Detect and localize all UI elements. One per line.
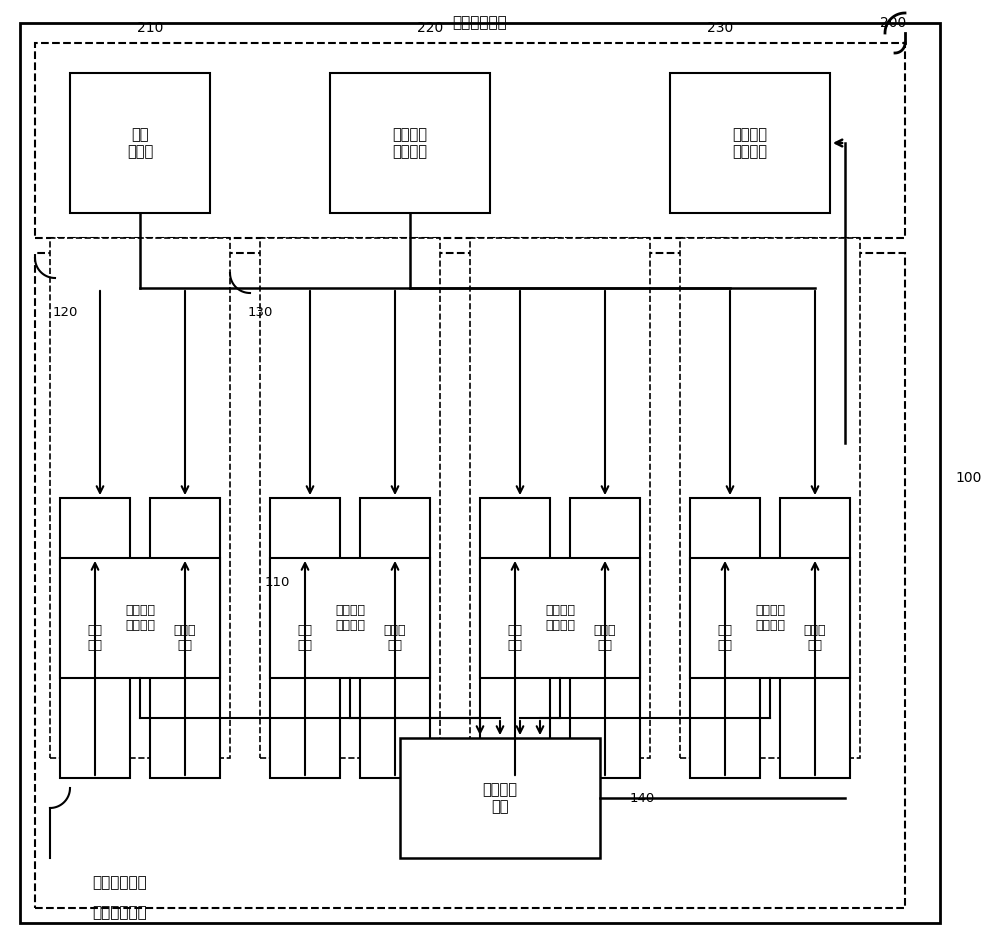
Bar: [480, 558, 640, 678]
Bar: [330, 73, 490, 213]
Text: 一维卷积
计算单元: 一维卷积 计算单元: [335, 604, 365, 632]
Bar: [780, 498, 850, 778]
Text: 120: 120: [52, 307, 78, 320]
Text: 一维卷积
计算单元: 一维卷积 计算单元: [545, 604, 575, 632]
Bar: [270, 498, 340, 778]
Text: 210: 210: [137, 21, 163, 35]
Text: 230: 230: [707, 21, 733, 35]
Text: 一维卷积
计算单元: 一维卷积 计算单元: [755, 604, 785, 632]
Text: 200: 200: [880, 16, 906, 30]
Text: 加速装置模块: 加速装置模块: [93, 905, 147, 920]
Bar: [260, 238, 440, 758]
Text: 权重
缓冲: 权重 缓冲: [88, 624, 103, 652]
Bar: [150, 498, 220, 778]
Text: 输出特征
图存储区: 输出特征 图存储区: [732, 127, 768, 159]
Text: 特征图
缓冲: 特征图 缓冲: [384, 624, 406, 652]
Text: 权重
缓冲: 权重 缓冲: [508, 624, 522, 652]
Bar: [60, 498, 130, 778]
Text: 特征图
缓冲: 特征图 缓冲: [804, 624, 826, 652]
Bar: [480, 498, 550, 778]
Bar: [70, 73, 210, 213]
Text: 140: 140: [630, 792, 655, 805]
Bar: [35, 43, 905, 238]
Text: 输入特征
图存储区: 输入特征 图存储区: [392, 127, 428, 159]
Bar: [35, 253, 905, 908]
Bar: [50, 238, 230, 758]
Text: 130: 130: [247, 307, 273, 320]
Bar: [400, 738, 600, 858]
Bar: [670, 73, 830, 213]
Text: 100: 100: [955, 471, 981, 485]
Bar: [690, 558, 850, 678]
Text: 权重
存储区: 权重 存储区: [127, 127, 153, 159]
Text: 权重
缓冲: 权重 缓冲: [298, 624, 312, 652]
Text: 缓冲计算单元: 缓冲计算单元: [93, 875, 147, 890]
Text: 一维卷积
计算单元: 一维卷积 计算单元: [125, 604, 155, 632]
Text: 外部存储模块: 外部存储模块: [453, 16, 507, 31]
Text: 110: 110: [265, 577, 290, 589]
Text: 权重
缓冲: 权重 缓冲: [718, 624, 732, 652]
Text: 复数计算
单元: 复数计算 单元: [482, 781, 518, 814]
Text: 特征图
缓冲: 特征图 缓冲: [174, 624, 196, 652]
Bar: [680, 238, 860, 758]
Text: 特征图
缓冲: 特征图 缓冲: [594, 624, 616, 652]
Bar: [570, 498, 640, 778]
Text: 220: 220: [417, 21, 443, 35]
Bar: [360, 498, 430, 778]
Bar: [470, 238, 650, 758]
Bar: [60, 558, 220, 678]
Bar: [690, 498, 760, 778]
Bar: [270, 558, 430, 678]
